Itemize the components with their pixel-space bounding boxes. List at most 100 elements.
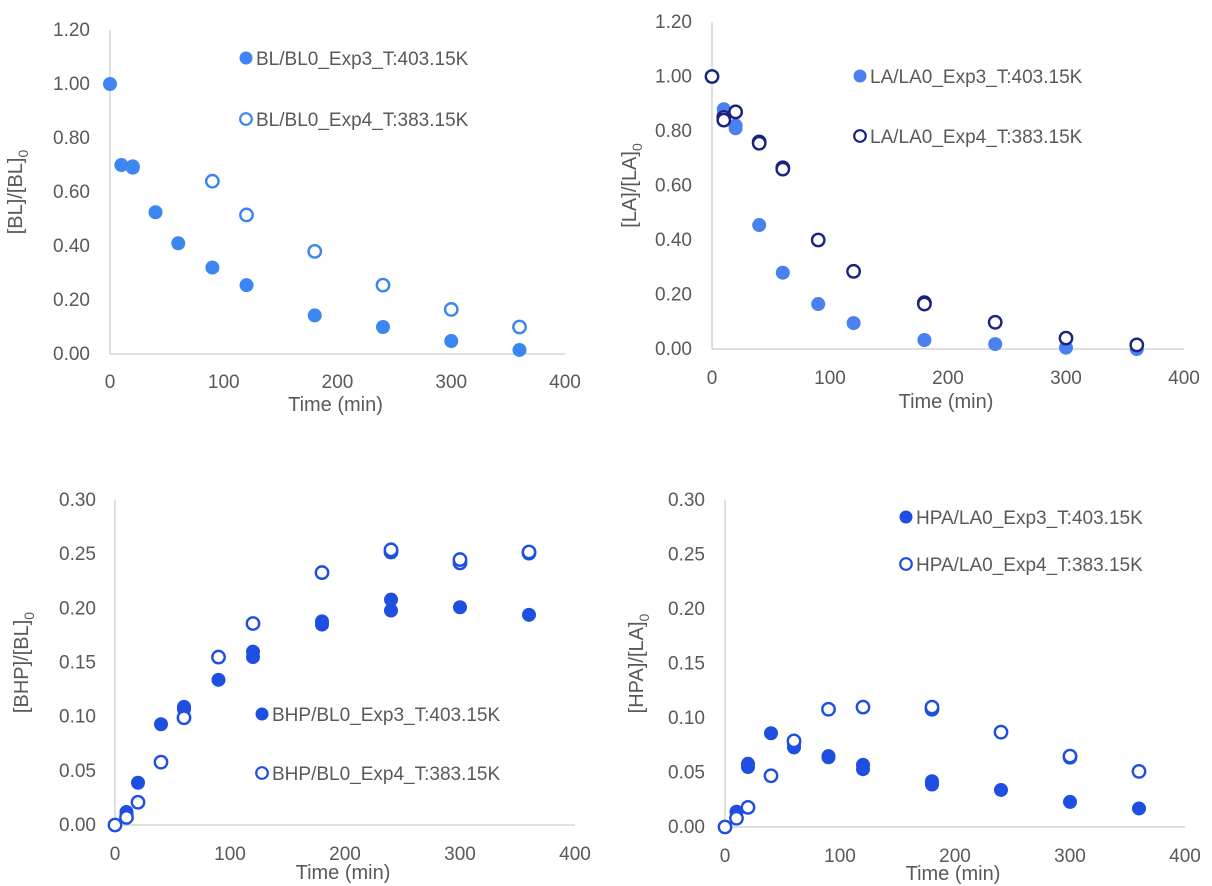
x-tick-label: 300	[444, 844, 476, 865]
x-tick-label: 100	[214, 844, 246, 865]
data-point	[728, 104, 743, 120]
legend-label: BL/BL0_Exp3_T:403.15K	[256, 49, 469, 70]
data-point	[846, 316, 861, 331]
x-tick-label: 200	[329, 844, 361, 865]
data-point	[1058, 330, 1074, 346]
chart-panel-2: 0.00 0.20 0.40 0.60 0.80 1.00 1.20 0 100 200 300 40…	[619, 12, 1200, 413]
y-tick-label: 0.40	[655, 230, 692, 251]
y-tick-label: 0.20	[655, 285, 692, 306]
data-point	[751, 135, 767, 151]
y-tick-label: 0.80	[53, 128, 90, 149]
data-point	[917, 333, 932, 348]
y-tick-label: 1.20	[53, 20, 90, 41]
data-point	[384, 592, 398, 607]
y-axis-label-main: [HPA]/[LA]	[626, 621, 648, 713]
data-point	[717, 819, 733, 835]
x-axis-label: Time (min)	[899, 391, 994, 413]
data-point	[1129, 337, 1145, 353]
y-tick-label: 0.00	[655, 339, 692, 360]
data-point	[246, 644, 260, 659]
data-point	[1131, 764, 1147, 779]
y-axis-label-subscript: 0	[636, 613, 652, 621]
x-tick-label: 0	[110, 844, 121, 865]
data-point	[239, 278, 254, 293]
series-2	[717, 699, 1147, 835]
data-point	[239, 207, 254, 223]
legend: BL/BL0_Exp3_T:403.15K BL/BL0_Exp4_T:383.1…	[239, 49, 469, 131]
data-point	[103, 77, 117, 91]
data-point	[245, 616, 261, 631]
y-axis-label-main: [LA]/[LA]	[619, 151, 641, 228]
series-2	[204, 173, 527, 335]
data-point	[704, 69, 720, 84]
data-point	[821, 701, 836, 717]
data-point	[521, 544, 537, 560]
data-point	[211, 649, 226, 665]
data-point	[728, 121, 743, 136]
data-point	[821, 749, 836, 764]
data-point	[211, 672, 226, 687]
legend-marker	[899, 510, 913, 524]
series-2	[704, 69, 1145, 353]
legend-label: BL/BL0_Exp4_T:383.15K	[256, 110, 469, 131]
data-point	[764, 726, 778, 741]
data-point	[444, 334, 459, 349]
data-point	[107, 817, 123, 833]
data-point	[383, 542, 399, 558]
x-tick-label: 400	[1169, 846, 1201, 867]
y-tick-label: 1.00	[655, 67, 692, 88]
legend-marker	[899, 557, 913, 571]
data-point	[987, 314, 1003, 330]
x-axis-label: Time (min)	[288, 394, 383, 416]
data-point	[130, 794, 146, 810]
y-tick-label: 0.00	[53, 344, 90, 365]
data-point	[729, 810, 744, 826]
y-tick-label: 0.15	[59, 653, 96, 674]
data-point	[994, 782, 1008, 797]
series-1	[103, 77, 527, 357]
data-point	[452, 552, 468, 567]
data-point	[443, 302, 459, 317]
y-tick-label: 0.40	[53, 236, 90, 257]
x-tick-label: 100	[814, 368, 846, 389]
x-tick-label: 100	[824, 846, 856, 867]
x-tick-label: 200	[932, 368, 964, 389]
y-axis-label-subscript: 0	[21, 612, 37, 620]
data-point	[114, 158, 129, 172]
y-axis-label: [HPA]/[LA]0	[626, 613, 652, 713]
data-point	[924, 699, 940, 715]
data-point	[453, 600, 467, 615]
legend-label: HPA/LA0_Exp4_T:383.15K	[916, 555, 1143, 576]
y-tick-label: 0.10	[59, 707, 96, 728]
chart-panel-1: 0.00 0.20 0.40 0.60 0.80 1.00 1.20 0 100 200 300 40…	[5, 20, 581, 416]
legend-marker	[239, 51, 253, 65]
x-tick-label: 200	[322, 372, 354, 393]
data-point	[153, 754, 169, 770]
y-tick-label: 0.25	[59, 544, 96, 565]
y-tick-label: 0.25	[668, 545, 705, 566]
x-tick-label: 200	[939, 846, 971, 867]
series-1	[705, 69, 1144, 356]
data-point	[810, 232, 826, 248]
x-tick-label: 400	[549, 372, 581, 393]
legend: BHP/BL0_Exp3_T:403.15K BHP/BL0_Exp4_T:383…	[255, 705, 500, 785]
data-point	[512, 342, 527, 357]
data-point	[125, 159, 140, 174]
data-point	[988, 337, 1003, 352]
data-point	[512, 319, 527, 335]
y-tick-label: 0.10	[668, 708, 705, 729]
y-tick-label: 0.20	[668, 599, 705, 620]
legend-marker	[255, 766, 269, 780]
data-point	[775, 161, 791, 177]
x-axis-label: Time (min)	[906, 863, 1001, 885]
y-axis-label-subscript: 0	[629, 143, 645, 151]
x-tick-label: 400	[559, 844, 591, 865]
x-tick-label: 100	[208, 372, 240, 393]
x-tick-label: 300	[1054, 846, 1086, 867]
y-tick-label: 1.00	[53, 74, 90, 95]
y-tick-label: 0.80	[655, 121, 692, 142]
data-point	[856, 757, 870, 772]
y-tick-label: 0.05	[668, 763, 705, 784]
y-tick-label: 1.20	[655, 12, 692, 33]
y-tick-label: 0.60	[53, 182, 90, 203]
